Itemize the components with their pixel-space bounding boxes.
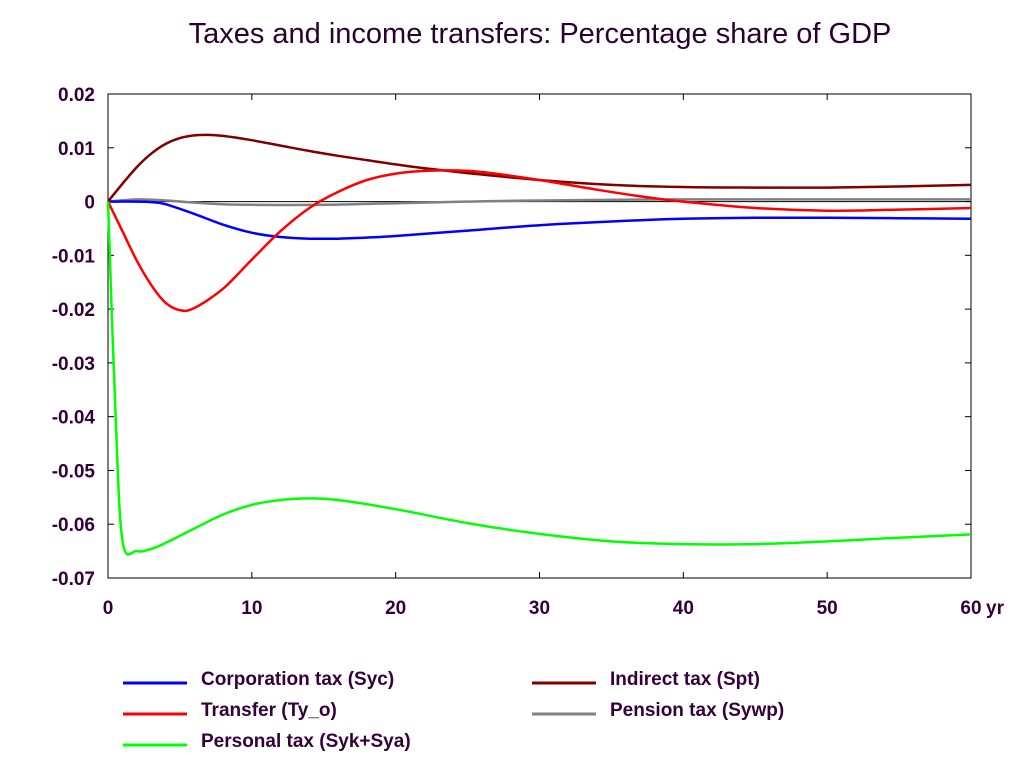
x-tick-label: 50 (817, 598, 838, 619)
x-axis-unit-label: yr (986, 598, 1005, 619)
y-tick-label: -0.04 (52, 408, 96, 429)
series-line-personal-tax-syk-sya (106, 201, 972, 556)
chart-title: Taxes and income transfers: Percentage s… (188, 18, 892, 50)
series-line-indirect-tax-spt (107, 133, 972, 203)
x-tick-label: 0 (103, 598, 114, 619)
plot-area-frame (107, 93, 972, 579)
legend-label-transfer-ty-o: Transfer (Ty_o) (201, 700, 337, 721)
x-tick-label: 20 (385, 598, 406, 619)
x-tick-label: 60 (960, 598, 981, 619)
y-tick-label: -0.05 (52, 461, 96, 482)
y-tick-label: 0.01 (58, 139, 95, 160)
y-tick-label: -0.02 (52, 300, 95, 321)
series-line-transfer-ty-o (106, 169, 972, 313)
series-line-pension-tax-sywp (107, 198, 971, 207)
legend-label-personal-tax-syk-sya: Personal tax (Syk+Sya) (201, 731, 411, 752)
legend-label-corporation-tax-syc: Corporation tax (Syc) (201, 669, 394, 690)
y-tick-label: -0.07 (52, 569, 95, 590)
legend-label-pension-tax-sywp: Pension tax (Sywp) (610, 700, 784, 721)
series-line-corporation-tax-syc (107, 200, 972, 241)
x-tick-label: 10 (241, 598, 262, 619)
y-tick-label: -0.06 (52, 515, 95, 536)
x-tick-label: 40 (673, 598, 694, 619)
y-tick-label: 0 (84, 193, 95, 214)
y-tick-label: -0.01 (52, 246, 96, 267)
x-tick-label: 30 (529, 598, 550, 619)
legend-label-indirect-tax-spt: Indirect tax (Spt) (610, 669, 760, 690)
y-tick-label: -0.03 (52, 354, 95, 375)
y-tick-label: 0.02 (58, 85, 95, 106)
